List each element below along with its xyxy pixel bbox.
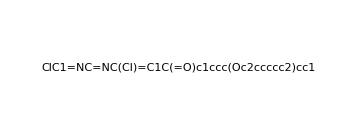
Text: ClC1=NC=NC(Cl)=C1C(=O)c1ccc(Oc2ccccc2)cc1: ClC1=NC=NC(Cl)=C1C(=O)c1ccc(Oc2ccccc2)cc… bbox=[42, 63, 316, 73]
